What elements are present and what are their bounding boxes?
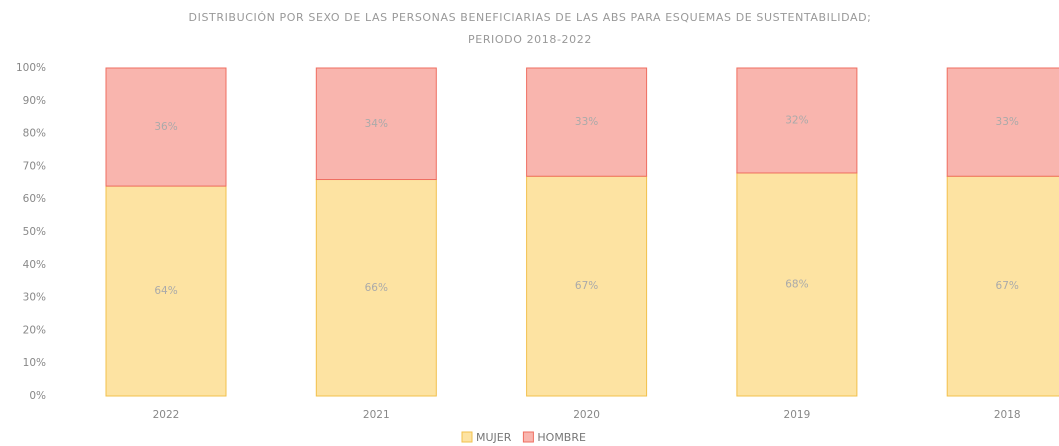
bar-segment <box>105 67 227 187</box>
x-tick-label: 2019 <box>784 409 811 421</box>
y-tick-label: 30% <box>23 292 46 304</box>
data-label: 32% <box>785 114 808 126</box>
data-label: 64% <box>154 285 177 297</box>
y-tick-label: 100% <box>16 62 46 74</box>
y-tick-label: 0% <box>29 390 46 402</box>
x-tick-label: 2020 <box>573 409 600 421</box>
data-label: 66% <box>365 282 388 294</box>
bar-segment <box>105 185 227 397</box>
data-label: 36% <box>154 121 177 133</box>
bar-segment <box>946 175 1059 397</box>
bar-segment <box>736 67 858 174</box>
chart-title: DISTRIBUCIÓN POR SEXO DE LAS PERSONAS BE… <box>189 11 872 24</box>
chart-title: PERIODO 2018-2022 <box>468 33 592 46</box>
y-tick-label: 10% <box>23 357 46 369</box>
data-label: 34% <box>365 118 388 130</box>
y-tick-label: 60% <box>23 193 46 205</box>
data-label: 33% <box>996 116 1019 128</box>
x-tick-label: 2018 <box>994 409 1021 421</box>
x-tick-label: 2021 <box>363 409 390 421</box>
bar-segment <box>526 175 648 397</box>
legend-label: MUJER <box>476 431 512 444</box>
data-label: 68% <box>785 278 808 290</box>
x-tick-label: 2022 <box>153 409 180 421</box>
bar-segment <box>946 67 1059 177</box>
y-tick-label: 70% <box>23 160 46 172</box>
data-label: 67% <box>575 280 598 292</box>
y-tick-label: 20% <box>23 324 46 336</box>
bar-segment <box>736 172 858 397</box>
y-tick-label: 40% <box>23 259 46 271</box>
bar-segment <box>526 67 648 177</box>
data-label: 33% <box>575 116 598 128</box>
legend-label: HOMBRE <box>537 431 586 444</box>
y-tick-label: 50% <box>23 226 46 238</box>
legend-swatch <box>461 431 473 443</box>
legend-swatch <box>522 431 534 443</box>
data-label: 67% <box>996 280 1019 292</box>
y-tick-label: 80% <box>23 128 46 140</box>
bar-segment <box>315 67 437 181</box>
y-tick-label: 90% <box>23 95 46 107</box>
